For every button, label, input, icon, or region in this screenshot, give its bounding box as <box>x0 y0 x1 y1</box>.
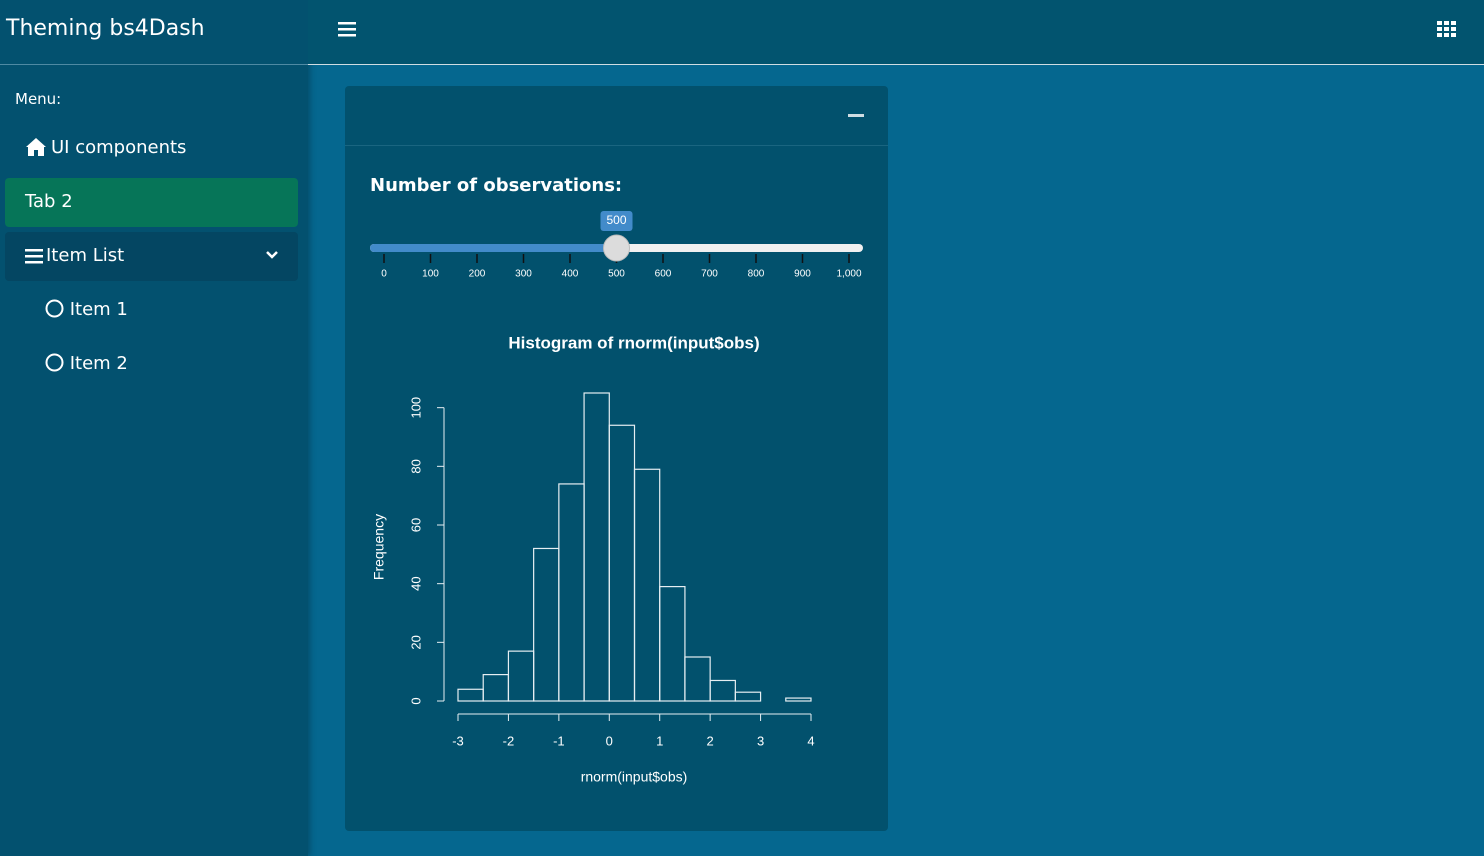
histogram-bar <box>482 673 510 702</box>
slider-value-bubble <box>600 211 633 231</box>
x-tick-label: 4 <box>807 733 814 748</box>
histogram-bar <box>659 586 686 702</box>
slider-tick-label: 500 <box>608 269 625 280</box>
histogram-bar <box>533 547 560 702</box>
y-tick-label: 60 <box>408 518 423 532</box>
slider-tick-label: 1,000 <box>836 269 861 280</box>
slider-bar <box>370 244 617 252</box>
sub-label: Item 2 <box>69 353 128 374</box>
x-tick-label: -2 <box>503 733 515 748</box>
histogram-bar <box>507 650 535 702</box>
slider-tick-label: 600 <box>655 269 672 280</box>
nav-label: Item List <box>46 245 125 266</box>
x-axis-label: rnorm(input$obs) <box>581 769 688 785</box>
chevron <box>266 251 278 259</box>
list-icon <box>25 249 43 264</box>
sidebar: Theming bs4Dash Menu: UI components Tab … <box>0 0 308 856</box>
slider-value: 500 <box>606 213 626 227</box>
sub-item[interactable]: Item 1 <box>45 299 128 320</box>
nav-item[interactable]: Item List <box>5 232 298 281</box>
sub-label: Item 1 <box>69 299 128 320</box>
chart-title: Histogram of rnorm(input$obs) <box>508 333 759 352</box>
slider-tick-label: 0 <box>381 269 387 280</box>
slider-tick-label: 200 <box>469 269 486 280</box>
x-tick-label: 3 <box>757 733 764 748</box>
circle-icon <box>45 299 64 318</box>
home-icon <box>26 138 46 156</box>
y-tick-label: 20 <box>408 635 423 649</box>
nav-item[interactable]: Tab 2 <box>5 178 298 227</box>
histogram-bar <box>684 656 711 702</box>
slider-tick-label: 800 <box>748 269 765 280</box>
histogram-bar <box>608 424 636 702</box>
card: Number of observations: Histogram of rno… <box>345 86 888 831</box>
histogram-bar <box>457 688 484 702</box>
collapse-button[interactable] <box>848 114 864 118</box>
slider-tick-label: 700 <box>701 269 718 280</box>
slider-tick-label: 400 <box>562 269 579 280</box>
nav-label: UI components <box>51 137 187 158</box>
apps-icon[interactable] <box>1437 21 1457 39</box>
histogram-bar <box>785 697 812 702</box>
x-tick-label: -3 <box>452 733 464 748</box>
histogram-bar <box>583 392 610 702</box>
slider-tick-label: 900 <box>794 269 811 280</box>
slider-tick-label: 100 <box>422 269 439 280</box>
slider-label: Number of observations: <box>370 175 622 196</box>
slider-handle <box>603 234 630 262</box>
card-header <box>345 86 888 146</box>
brand[interactable]: Theming bs4Dash <box>0 0 308 65</box>
histogram-bar <box>709 679 736 702</box>
y-tick-label: 40 <box>408 576 423 590</box>
x-tick-label: 0 <box>606 733 613 748</box>
topbar <box>308 0 1484 65</box>
y-tick-label: 100 <box>408 397 423 419</box>
y-tick-label: 80 <box>408 459 423 473</box>
x-tick-label: -1 <box>553 733 565 748</box>
histogram-bar <box>558 483 585 702</box>
nav-item[interactable]: UI components <box>5 124 298 173</box>
histogram-bar <box>734 691 762 702</box>
card-body: Number of observations: Histogram of rno… <box>370 175 863 785</box>
nav-label: Tab 2 <box>25 191 73 212</box>
y-axis-label: Frequency <box>371 514 387 580</box>
circle-icon <box>45 353 64 372</box>
menu-heading: Menu: <box>15 90 62 108</box>
slider-tick-label: 300 <box>515 269 532 280</box>
x-tick-label: 2 <box>707 733 714 748</box>
hamburger[interactable] <box>338 22 356 38</box>
y-tick-label: 0 <box>408 697 423 704</box>
histogram-bar <box>633 468 661 702</box>
x-tick-label: 1 <box>656 733 663 748</box>
sub-item[interactable]: Item 2 <box>45 353 128 374</box>
